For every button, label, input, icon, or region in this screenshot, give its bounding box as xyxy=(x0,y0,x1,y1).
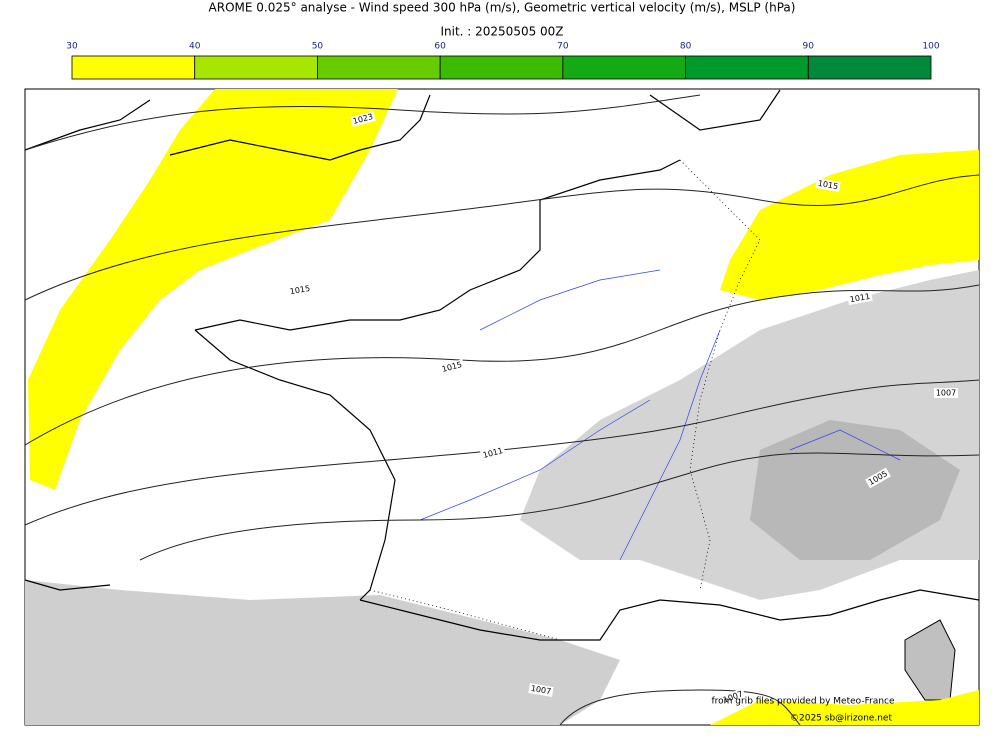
isobar-label: 1015 xyxy=(817,179,839,191)
colorbar-segment xyxy=(685,55,809,80)
colorbar-tick-label: 30 xyxy=(66,42,78,52)
colorbar-segment xyxy=(562,55,686,80)
isobar-label: 1007 xyxy=(530,684,552,696)
isobar-label-bg xyxy=(528,682,554,698)
colorbar-tick-label: 80 xyxy=(680,42,692,52)
colorbar-tick-label: 90 xyxy=(803,42,815,52)
isobar-label: 1007 xyxy=(936,389,956,398)
isobar-label-bg xyxy=(847,290,873,306)
colorbar-tick-label: 70 xyxy=(557,42,569,52)
isobar-label-bg xyxy=(480,445,506,461)
colorbar-segment xyxy=(807,55,932,80)
colorbar-tick-label: 50 xyxy=(312,42,324,52)
isobar-label-bg xyxy=(720,688,746,706)
colorbar-segment xyxy=(71,55,196,80)
colorbar-segment xyxy=(439,55,564,80)
credit-source: from grib files provided by Meteo-France xyxy=(711,697,894,707)
colorbar-tick-label: 40 xyxy=(189,42,201,52)
subtitle: Init. : 20250505 00Z xyxy=(440,25,563,39)
shade-south xyxy=(25,580,620,725)
colorbar-segment xyxy=(194,55,318,80)
title: AROME 0.025° analyse - Wind speed 300 hP… xyxy=(209,1,796,15)
wind-area-nw xyxy=(28,89,398,490)
colorbar-tick-label: 60 xyxy=(434,42,446,52)
isobar-label-bg xyxy=(439,359,465,375)
colorbar-tick-label: 100 xyxy=(922,42,939,52)
isobar-label-bg xyxy=(350,111,376,127)
colorbar-segment xyxy=(317,55,441,80)
isobar-label: 1011 xyxy=(849,292,871,304)
isobar-label-bg xyxy=(934,388,958,398)
isobar-label-bg xyxy=(865,467,891,489)
isobar-label: 1015 xyxy=(289,284,311,296)
wind-area-se xyxy=(710,690,979,725)
isobar-label-bg xyxy=(287,282,313,298)
isobar-label-bg xyxy=(815,177,841,193)
colorbar: 30 40 50 60 70 80 90 100 xyxy=(66,42,940,80)
credit-copyright: ©2025 sb@irizone.net xyxy=(790,714,892,724)
map xyxy=(24,88,980,726)
